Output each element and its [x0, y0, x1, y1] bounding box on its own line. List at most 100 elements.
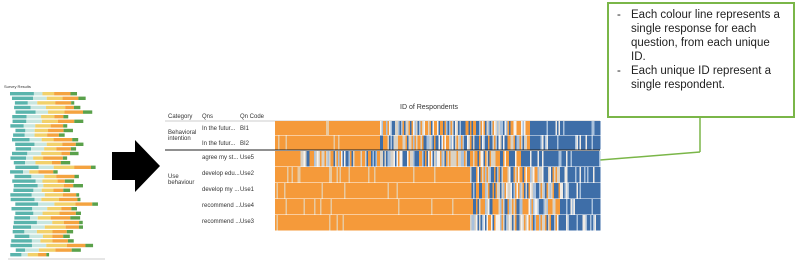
heat-stripe — [431, 151, 433, 167]
heat-stripe — [578, 183, 580, 199]
heat-stripe — [555, 135, 557, 150]
heat-stripe — [564, 167, 566, 183]
heat-stripe — [440, 135, 442, 150]
heat-stripe — [560, 151, 562, 167]
heat-stripe — [470, 121, 472, 135]
heat-stripe — [585, 151, 587, 167]
heat-stripe — [507, 167, 509, 183]
heat-stripe — [419, 121, 421, 135]
heat-stripe — [452, 199, 454, 215]
heat-stripe — [492, 135, 494, 150]
heat-stripe — [411, 135, 413, 150]
thumb-bar — [48, 110, 65, 114]
heat-stripe — [287, 167, 289, 183]
heat-stripe — [509, 167, 511, 183]
thumb-bar — [41, 197, 60, 202]
heat-stripe — [591, 151, 593, 167]
heat-stripe — [297, 167, 299, 183]
heat-stripe — [594, 215, 596, 231]
heat-stripe — [468, 151, 470, 167]
thumb-bar — [59, 211, 76, 215]
heat-stripe — [383, 151, 385, 167]
heat-stripe — [515, 151, 517, 167]
heat-stripe — [545, 135, 547, 150]
heat-stripe — [500, 215, 502, 231]
heat-stripe — [329, 151, 331, 167]
heat-stripe — [447, 151, 449, 167]
heat-stripe — [599, 151, 601, 167]
heat-stripe — [530, 121, 532, 135]
heat-stripe — [593, 183, 595, 199]
heat-stripe — [278, 135, 280, 150]
heat-stripe — [566, 135, 568, 150]
heat-stripe — [596, 215, 598, 231]
thumb-bar — [47, 207, 62, 211]
heat-stripe — [299, 167, 301, 183]
heat-stripe — [536, 135, 538, 150]
heat-stripe — [537, 183, 539, 199]
heat-stripe — [545, 183, 547, 199]
heat-stripe — [576, 135, 578, 150]
heat-stripe — [473, 135, 475, 150]
heat-stripe — [443, 121, 445, 135]
heat-stripe — [444, 151, 446, 167]
heat-stripe — [528, 135, 530, 150]
heat-stripe — [500, 151, 502, 167]
heat-stripe — [590, 151, 592, 167]
heat-stripe — [462, 121, 464, 135]
heat-stripe — [500, 135, 502, 150]
heat-stripe — [344, 183, 346, 199]
header: Qns — [202, 114, 214, 120]
thumb-bar — [61, 151, 70, 156]
thumb-bar — [43, 184, 64, 188]
heat-stripe — [527, 183, 529, 199]
heat-stripe — [491, 183, 493, 199]
heat-stripe — [579, 167, 581, 183]
thumb-bar — [35, 179, 43, 183]
heat-stripe — [474, 121, 476, 135]
heat-stripe — [575, 199, 577, 215]
heat-stripe — [546, 151, 548, 167]
heat-stripe — [542, 199, 544, 215]
heat-stripe — [495, 215, 497, 231]
heat-stripe — [480, 151, 482, 167]
heat-stripe — [483, 167, 485, 183]
thumb-bar — [36, 230, 53, 234]
thumb-bar — [41, 138, 54, 142]
heat-stripe — [413, 135, 415, 150]
thumb-bar — [14, 105, 31, 110]
heat-stripe — [548, 135, 550, 150]
heat-stripe — [507, 151, 509, 167]
heat-stripe — [479, 121, 481, 135]
heat-stripe — [495, 151, 497, 167]
heat-stripe — [569, 215, 571, 231]
heat-stripe — [503, 215, 505, 231]
heat-stripe — [477, 167, 479, 183]
thumb-bar — [37, 216, 51, 220]
heat-stripe — [587, 135, 589, 150]
heat-stripe — [588, 121, 590, 135]
heat-stripe — [560, 215, 562, 231]
heat-stripe — [566, 151, 568, 167]
heat-stripe — [561, 135, 563, 150]
heat-stripe — [585, 215, 587, 231]
heat-stripe — [456, 151, 458, 167]
heat-stripe — [539, 135, 541, 150]
heat-stripe — [501, 215, 503, 231]
heat-stripe — [416, 121, 418, 135]
heat-stripe — [342, 151, 344, 167]
heat-stripe — [531, 199, 533, 215]
heat-stripe — [524, 151, 526, 167]
heat-stripe — [524, 183, 526, 199]
heat-stripe — [512, 121, 514, 135]
heat-stripe — [351, 151, 353, 167]
heat-stripe — [536, 183, 538, 199]
heat-stripe — [536, 167, 538, 183]
heat-stripe — [573, 121, 575, 135]
heat-stripe — [554, 199, 556, 215]
heat-stripe — [417, 151, 419, 167]
heat-stripe — [533, 199, 535, 215]
question: In the futur... — [202, 141, 236, 147]
heat-stripe — [543, 121, 545, 135]
heat-stripe — [509, 151, 511, 167]
